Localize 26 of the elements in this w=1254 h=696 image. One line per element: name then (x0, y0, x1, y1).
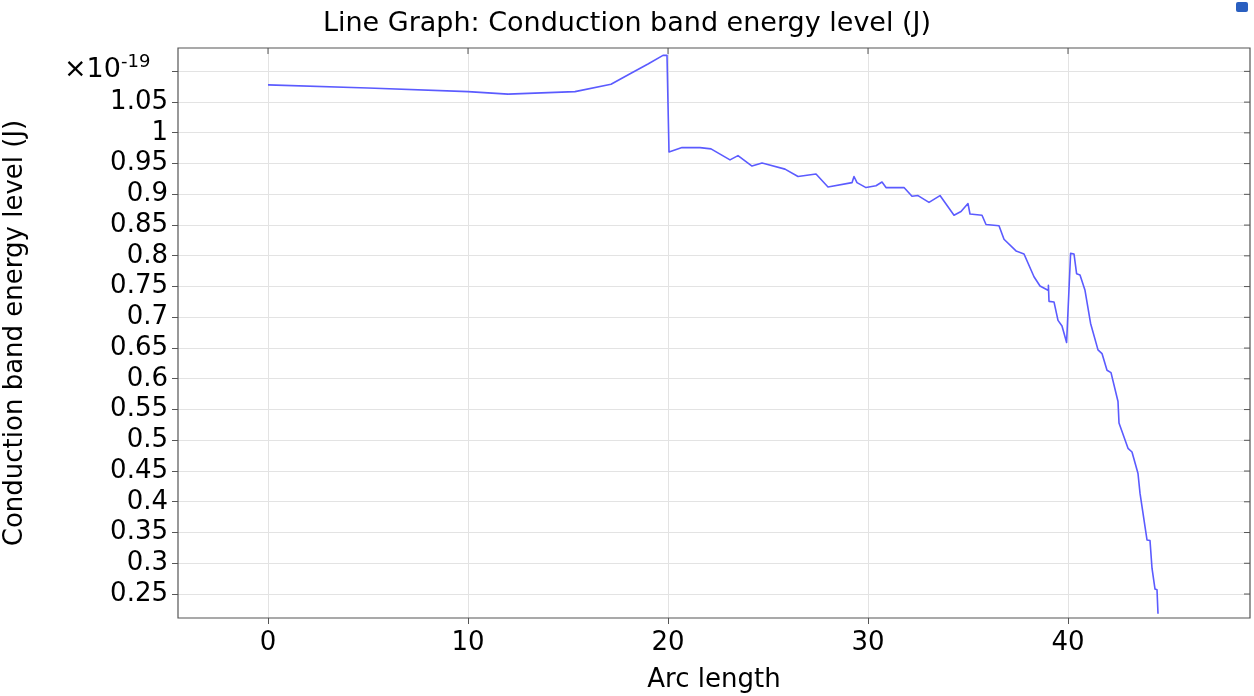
y-tick-label: 1 (151, 115, 168, 146)
y-tick-label: 0.7 (126, 300, 168, 331)
x-tick-label: 20 (651, 626, 685, 657)
y-tick-label: 0.75 (110, 269, 168, 300)
y-tick-label: 0.95 (110, 146, 168, 177)
y-tick-label: 0.25 (110, 576, 168, 607)
x-tick-label: 10 (451, 626, 485, 657)
y-tick-label: 0.3 (126, 546, 168, 577)
x-axis-title: Arc length (647, 663, 781, 694)
y-tick-label: 0.85 (110, 207, 168, 238)
y-tick-label: 0.45 (110, 453, 168, 484)
y-tick-label: 0.9 (126, 177, 168, 208)
y-tick-label: 0.65 (110, 330, 168, 361)
y-tick-label: 1.05 (110, 84, 168, 115)
text: ×10$^{-19}$ (64, 50, 151, 83)
y-tick-label: 0.35 (110, 515, 168, 546)
x-tick-label: 40 (1051, 626, 1085, 657)
y-tick-label: 0.55 (110, 392, 168, 423)
x-tick-label: 30 (851, 626, 885, 657)
y-tick-label: 0.5 (126, 423, 168, 454)
x-tick-label: 0 (259, 626, 277, 657)
y-tick-label: 0.6 (126, 361, 168, 392)
chart-title: Line Graph: Conduction band energy level (J) (321, 6, 933, 37)
y-tick-label: 0.4 (126, 484, 168, 515)
y-axis-title: Conduction band energy level (J) (0, 119, 29, 547)
y-tick-label: 0.8 (126, 238, 168, 269)
